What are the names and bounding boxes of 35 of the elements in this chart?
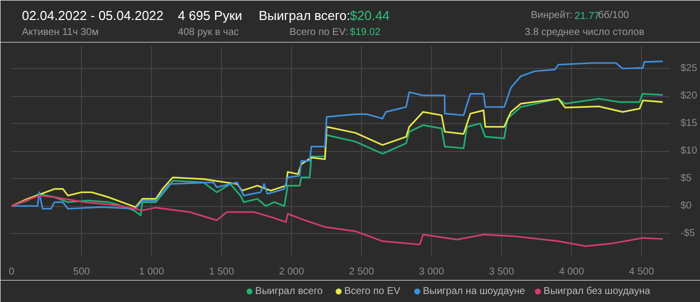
- text: $20.44: [350, 8, 390, 23]
- text: бб/100: [598, 10, 630, 21]
- y-tick-label: $0: [680, 200, 692, 212]
- x-tick-label: 3 500: [488, 266, 514, 278]
- y-tick-label: $15: [680, 118, 698, 129]
- legend-label: Всего по EV: [344, 286, 401, 297]
- text: Активен 11ч 30м: [22, 27, 99, 38]
- x-tick-label: 1 500: [208, 266, 234, 278]
- legend-label: Выиграл на шоудауне: [422, 286, 526, 297]
- legend-label: Выиграл всего: [255, 286, 324, 297]
- text: 21.77: [574, 11, 600, 22]
- y-tick-label: $10: [680, 146, 698, 156]
- x-tick-label: 2 000: [278, 266, 304, 278]
- x-tick-label: 4 000: [558, 266, 584, 278]
- x-tick-label: 0: [8, 266, 15, 278]
- text: 4 695 Руки: [178, 8, 242, 23]
- text: Винрейт:: [530, 10, 573, 21]
- x-tick-label: 4 500: [628, 266, 654, 278]
- y-tick-label: -$5: [680, 228, 696, 239]
- x-tick-label: 1 000: [138, 266, 164, 278]
- y-tick-label: $20: [680, 90, 698, 102]
- text: 408 рук в час: [178, 27, 239, 38]
- text: $19.02: [350, 27, 381, 38]
- text: 3.8 среднее число столов: [524, 27, 644, 38]
- text: Выиграл всего:: [258, 8, 350, 23]
- y-tick-label: $5: [680, 173, 692, 184]
- x-tick-label: 500: [73, 266, 90, 278]
- y-tick-label: $25: [680, 63, 698, 74]
- text: Всего по EV:: [290, 27, 348, 38]
- x-tick-label: 3 000: [418, 266, 444, 278]
- line-series: [12, 194, 664, 247]
- text: 02.04.2022 - 05.04.2022: [22, 8, 164, 23]
- x-tick-label: 2 500: [348, 266, 374, 278]
- line-series: [12, 60, 664, 210]
- legend-label: Выиграл без шоудауна: [544, 286, 651, 297]
